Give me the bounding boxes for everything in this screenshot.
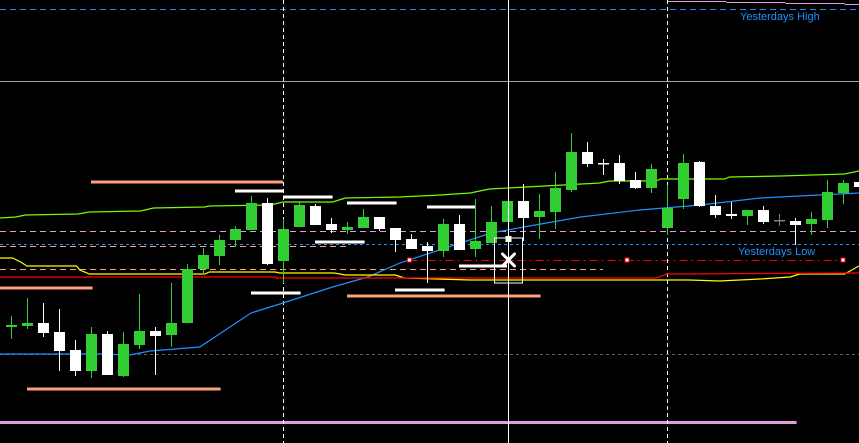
indicator-line (0, 257, 859, 282)
candle-body (246, 203, 257, 230)
level-marker (840, 257, 846, 263)
candle-body (854, 182, 859, 187)
candle-body (838, 183, 849, 193)
candle-body (438, 224, 449, 251)
candle-body (518, 201, 529, 218)
candle-body (118, 344, 129, 376)
candle-body (310, 206, 321, 225)
candle-body (166, 323, 177, 335)
candle-body (326, 224, 337, 230)
cursor-cross-icon (501, 252, 516, 268)
candle-body (198, 255, 209, 269)
candle-body (710, 206, 721, 215)
crosshair-handle (505, 236, 512, 242)
candle-body (358, 217, 369, 228)
level-segments (0, 180, 541, 391)
candle-body (342, 227, 353, 230)
candle-body (22, 323, 33, 326)
candle-body (102, 334, 113, 375)
candle-body (774, 220, 785, 222)
candle-body (134, 331, 145, 345)
candle-body (6, 325, 17, 327)
candle-body (486, 222, 497, 243)
candle-body (390, 228, 401, 240)
candle-body (614, 163, 625, 181)
crosshair[interactable] (494, 0, 523, 443)
candle-body (662, 208, 673, 228)
markers-layer (406, 257, 846, 263)
candle-body (230, 229, 241, 240)
candle-body (374, 217, 385, 229)
candle-body (806, 219, 817, 224)
candle-body (70, 350, 81, 371)
candle-body (534, 211, 545, 217)
candle-body (54, 332, 65, 351)
candle-body (294, 205, 305, 227)
candle-body (742, 210, 753, 216)
period-separators (283, 0, 668, 443)
candle-body (214, 240, 225, 256)
candle-body (262, 203, 273, 264)
candle-body (758, 210, 769, 222)
candle-body (678, 163, 689, 199)
candles-layer (6, 133, 859, 378)
level-marker (406, 257, 412, 263)
candle-body (598, 163, 609, 165)
yesterdays-high-label: Yesterdays High (740, 11, 820, 23)
candle-body (422, 246, 433, 251)
candle-body (278, 229, 289, 261)
candle-body (182, 269, 193, 323)
candle-body (86, 334, 97, 371)
level-marker (624, 257, 630, 263)
candle-body (502, 201, 513, 222)
candle-body (630, 180, 641, 188)
indicator-line (0, 170, 859, 219)
candle-body (454, 224, 465, 250)
candle-body (790, 221, 801, 225)
candle-body (582, 152, 593, 164)
candle-body (406, 239, 417, 249)
candle-body (150, 331, 161, 336)
candle-body (694, 162, 705, 206)
candle-body (470, 241, 481, 249)
candle-body (646, 169, 657, 188)
candle-body (726, 214, 737, 216)
candle-body (550, 188, 561, 212)
candle-body (822, 192, 833, 220)
indicator-line (0, 272, 859, 279)
indicator-line (0, 192, 859, 356)
candle-body (566, 152, 577, 190)
indicator-lines (0, 170, 859, 356)
candle-body (38, 323, 49, 333)
yesterdays-low-label: Yesterdays Low (738, 246, 815, 258)
